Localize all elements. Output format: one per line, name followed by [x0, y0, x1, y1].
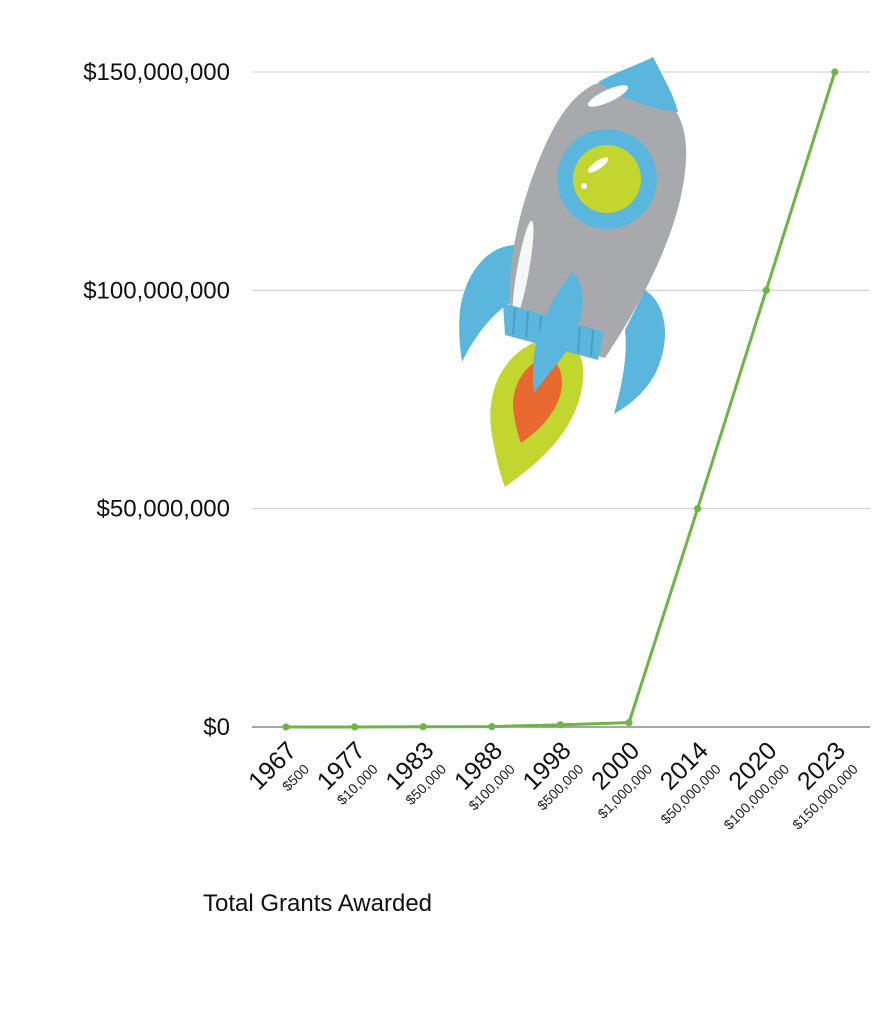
data-point — [762, 286, 770, 294]
rocket-window-glass — [573, 145, 641, 213]
rocket-flame-inner — [513, 358, 563, 443]
series-line-layer — [282, 68, 839, 731]
data-point — [694, 505, 702, 513]
rocket-window-shine — [587, 157, 609, 173]
y-tick-label: $50,000,000 — [97, 496, 230, 523]
y-tick-label: $100,000,000 — [83, 277, 230, 304]
data-point — [488, 722, 496, 731]
data-point — [625, 719, 633, 727]
data-point — [556, 721, 565, 729]
data-point — [351, 723, 359, 731]
rocket-left-fin — [459, 244, 520, 362]
data-point — [282, 723, 290, 731]
y-axis-ticks: $0 $50,000,000 $100,000,000 $150,000,000 — [83, 59, 230, 741]
rocket-nose — [598, 57, 678, 112]
rocket-illustration — [459, 57, 687, 487]
rocket-window-shine-dot — [581, 183, 587, 189]
rocket-highlight-side — [512, 220, 534, 320]
y-tick-label: $150,000,000 — [83, 59, 230, 86]
rocket-highlight-top — [587, 85, 629, 107]
data-point — [419, 723, 427, 731]
rocket-center-fin — [532, 272, 583, 393]
rocket-right-fin — [614, 290, 666, 414]
chart-caption: Total Grants Awarded — [203, 890, 433, 917]
x-axis-ticks: 1967$500 1977$10,000 1983$50,000 1988$100,0… — [243, 736, 861, 832]
y-tick-label: $0 — [203, 714, 230, 741]
data-point — [831, 68, 839, 76]
